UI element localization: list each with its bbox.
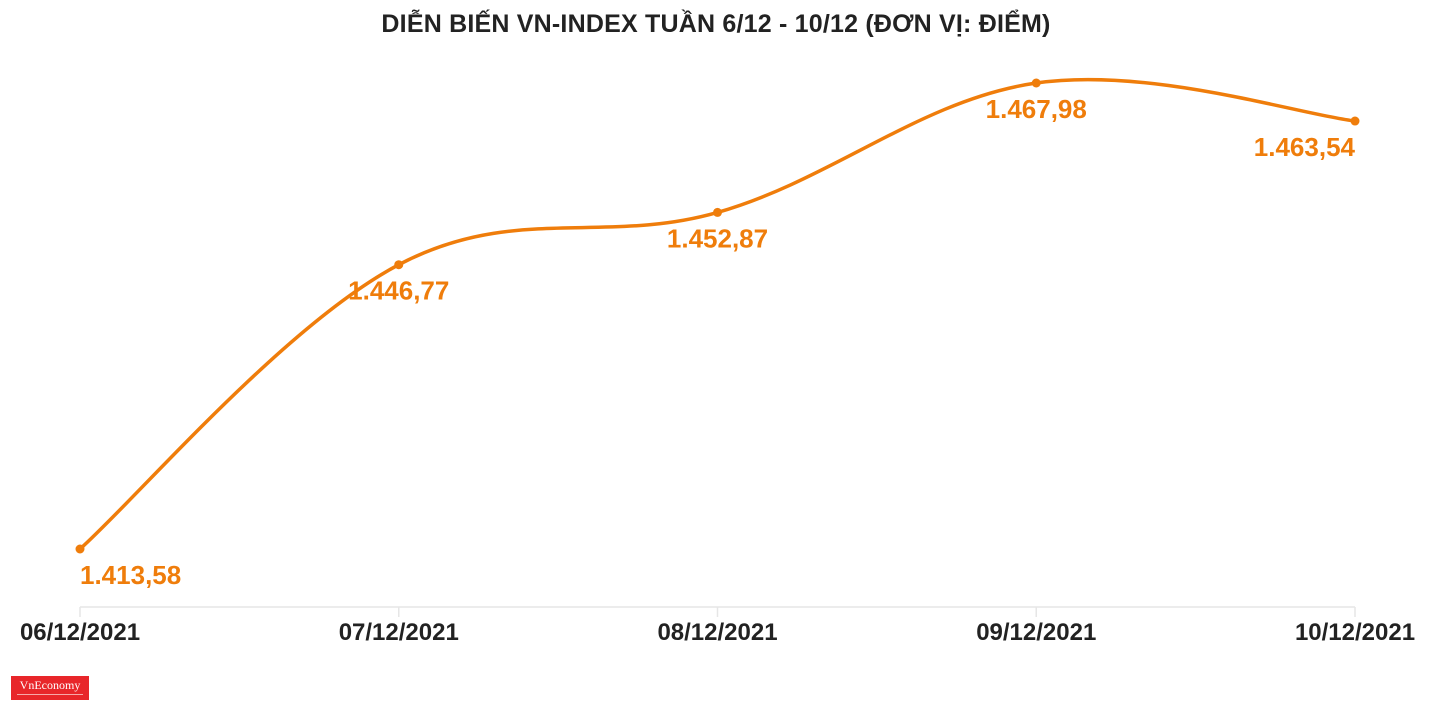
data-point: [1350, 116, 1360, 126]
data-label: 1.467,98: [986, 94, 1087, 124]
x-tick-label: 10/12/2021: [1295, 619, 1415, 646]
data-point: [1031, 78, 1041, 88]
data-point: [394, 260, 404, 270]
data-label: 1.446,77: [348, 276, 449, 306]
data-label: 1.463,54: [1254, 132, 1356, 162]
vneconomy-logo: VnEconomy: [11, 676, 89, 700]
x-tick-label: 09/12/2021: [976, 619, 1096, 646]
data-label: 1.413,58: [80, 560, 181, 590]
data-point: [713, 207, 722, 217]
data-point: [75, 544, 85, 554]
series-line: [78, 77, 1357, 551]
x-tick-label: 06/12/2021: [20, 619, 140, 646]
chart-title: DIỄN BIẾN VN-INDEX TUẦN 6/12 - 10/12 (ĐƠ…: [381, 10, 1051, 38]
logo-text: VnEconomy: [19, 678, 81, 692]
data-label: 1.452,87: [667, 223, 768, 253]
x-tick-label: 07/12/2021: [339, 619, 459, 646]
x-tick-label: 08/12/2021: [657, 619, 777, 646]
